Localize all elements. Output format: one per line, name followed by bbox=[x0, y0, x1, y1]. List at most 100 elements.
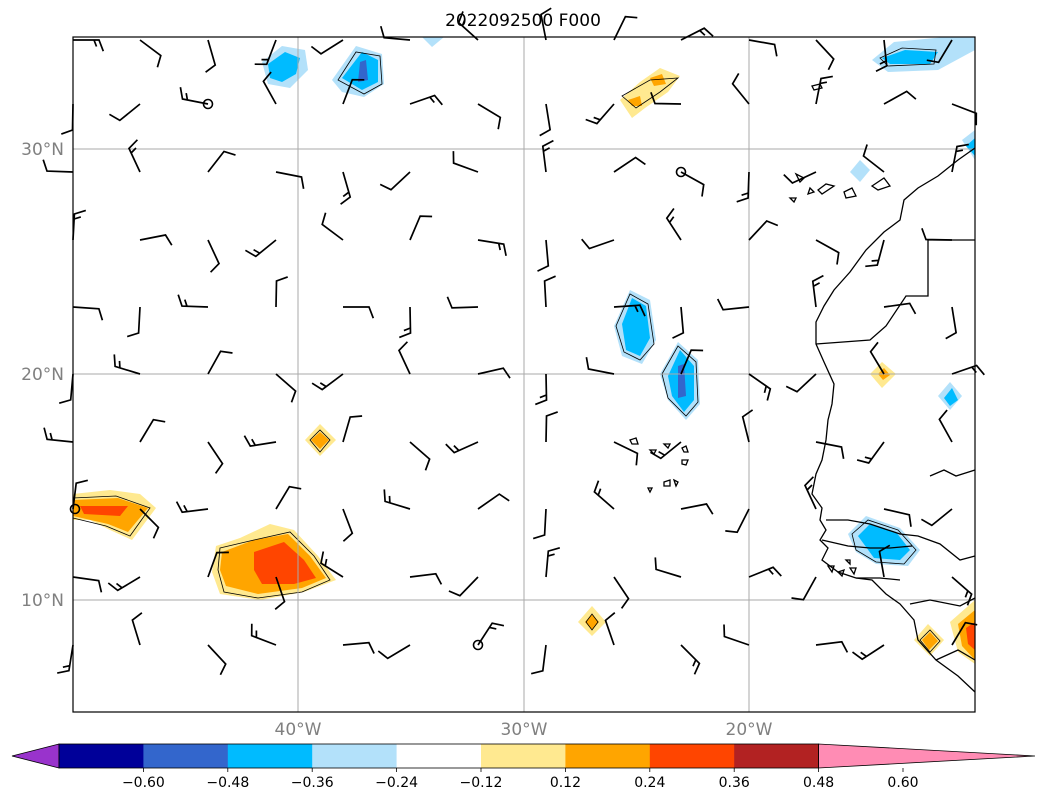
wind-barb bbox=[139, 234, 173, 246]
map-title: 2022092500 F000 bbox=[445, 11, 601, 31]
shade-blob bbox=[268, 52, 300, 82]
wind-barb bbox=[379, 171, 411, 191]
wind-barb bbox=[457, 11, 479, 41]
wind-barb bbox=[951, 621, 978, 646]
wind-barb bbox=[748, 373, 772, 401]
wind-barb bbox=[865, 239, 885, 268]
wind-barb bbox=[179, 87, 209, 105]
wind-barb bbox=[613, 441, 639, 466]
wind-barb bbox=[342, 415, 363, 443]
calm-circle bbox=[202, 98, 214, 110]
gridlines bbox=[73, 37, 975, 712]
wind-barb bbox=[310, 39, 344, 55]
wind-barb bbox=[680, 503, 714, 515]
wind-barb bbox=[654, 557, 682, 578]
wind-barb bbox=[883, 508, 912, 527]
wind-barb bbox=[815, 39, 835, 71]
wind-barb bbox=[539, 103, 552, 137]
colorbar-segment bbox=[227, 744, 313, 768]
wind-barb bbox=[537, 239, 550, 272]
colorbar: −0.60 −0.48 −0.36 −0.24 −0.12 0.12 0.24 0.36 0.4… bbox=[11, 743, 1036, 791]
shade-blob bbox=[254, 542, 316, 584]
wind-barb bbox=[665, 207, 682, 241]
wind-barb bbox=[748, 566, 782, 578]
shade-blob bbox=[422, 37, 444, 47]
cape-verde-islands bbox=[629, 437, 689, 494]
wind-barb bbox=[342, 641, 375, 654]
wind-barb bbox=[244, 239, 277, 258]
wind-barb bbox=[262, 71, 277, 105]
wind-barb bbox=[397, 341, 411, 375]
wind-barb bbox=[716, 298, 750, 311]
contour-line bbox=[615, 293, 655, 361]
colorbar-tick-label: 0.36 bbox=[719, 775, 750, 791]
wind-barb bbox=[951, 103, 978, 126]
shade-blob bbox=[922, 632, 938, 650]
wind-barb bbox=[320, 551, 344, 578]
wind-barb bbox=[878, 544, 891, 578]
wind-barb bbox=[680, 27, 714, 41]
colorbar-segment bbox=[143, 744, 229, 768]
wind-barb bbox=[108, 103, 141, 122]
contour-line bbox=[309, 429, 331, 453]
lon-label-20w: 20°W bbox=[726, 720, 773, 740]
contour-line bbox=[585, 613, 599, 631]
shade-blob bbox=[858, 524, 910, 560]
contour-line bbox=[851, 519, 917, 565]
contour-line bbox=[621, 77, 680, 109]
wind-barb bbox=[532, 508, 547, 540]
africa-coastline bbox=[811, 147, 976, 693]
wind-barb bbox=[477, 103, 502, 130]
wind-barb bbox=[725, 508, 750, 534]
wind-barb bbox=[43, 427, 74, 443]
wind-barb bbox=[72, 306, 104, 321]
wind-barb bbox=[869, 341, 885, 375]
wind-barb bbox=[613, 15, 638, 41]
wind-barb bbox=[207, 551, 229, 578]
colorbar-tick-label: −0.60 bbox=[122, 775, 165, 791]
point-markers bbox=[69, 98, 687, 651]
wind-barb bbox=[672, 306, 685, 339]
calm-circle bbox=[675, 166, 687, 178]
colorbar-extend-high bbox=[818, 743, 1036, 769]
shade-blob bbox=[358, 60, 368, 82]
wind-barb bbox=[175, 501, 209, 514]
wind-barb bbox=[275, 485, 302, 510]
wind-barb bbox=[856, 441, 885, 464]
wind-barb bbox=[274, 576, 286, 610]
contour-line bbox=[661, 345, 699, 417]
calm-circle bbox=[69, 503, 81, 515]
wind-barb bbox=[131, 612, 143, 646]
wind-barb bbox=[650, 92, 682, 105]
shade-blob bbox=[958, 610, 975, 660]
contour-line bbox=[919, 629, 941, 653]
wind-barb bbox=[545, 411, 558, 443]
wind-barb bbox=[613, 156, 646, 173]
wind-barb bbox=[477, 367, 511, 379]
wind-barb bbox=[107, 576, 141, 592]
wind-barb bbox=[723, 624, 750, 646]
wind-barb bbox=[243, 435, 277, 448]
wind-barb bbox=[409, 572, 443, 585]
wind-barb bbox=[342, 508, 354, 542]
wind-barb bbox=[398, 306, 412, 339]
wind-barb bbox=[581, 238, 615, 250]
wind-barb bbox=[736, 171, 750, 203]
wind-barb bbox=[452, 151, 479, 173]
wind-barb bbox=[815, 239, 840, 265]
lat-label-30n: 30°N bbox=[21, 140, 64, 160]
colorbar-frame bbox=[58, 743, 819, 769]
colorbar-segment bbox=[649, 744, 735, 768]
wind-barb bbox=[951, 143, 969, 173]
wind-barb bbox=[207, 441, 224, 474]
wind-barb bbox=[207, 239, 221, 273]
wind-barb bbox=[72, 576, 103, 593]
colorbar-tick-label: −0.36 bbox=[291, 775, 334, 791]
shade-blob bbox=[944, 388, 958, 406]
wind-barb bbox=[72, 479, 89, 510]
wind-barb bbox=[445, 441, 479, 454]
wind-barb bbox=[254, 39, 277, 66]
wind-barb bbox=[42, 159, 74, 173]
map-frame bbox=[72, 36, 976, 713]
